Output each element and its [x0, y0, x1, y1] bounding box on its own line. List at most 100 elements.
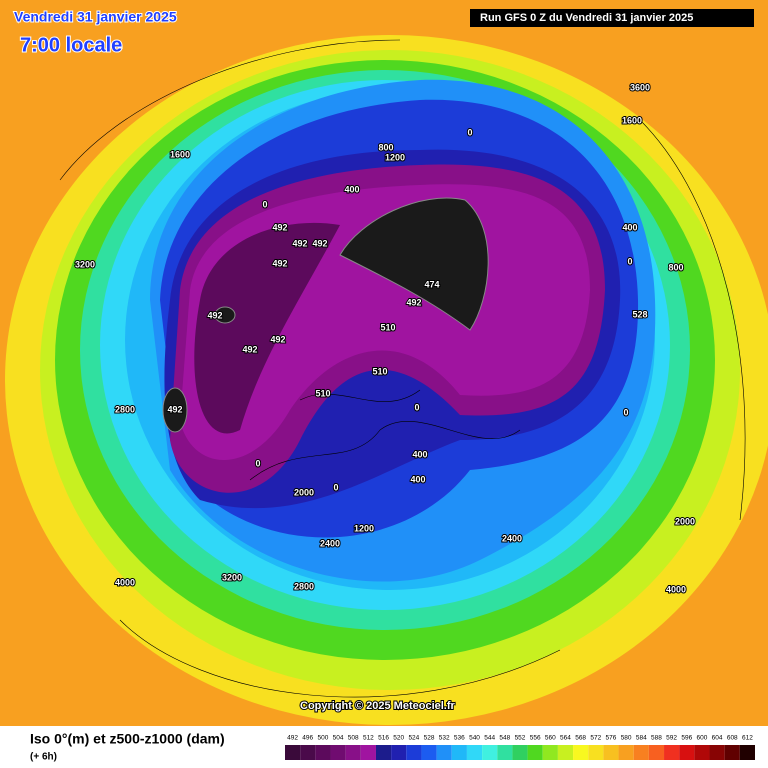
- color-swatch: [527, 745, 543, 760]
- color-swatch: [391, 745, 407, 760]
- contour-label: 1600: [170, 149, 190, 159]
- contour-label: 0: [627, 256, 632, 266]
- scale-label: 504: [333, 735, 344, 742]
- contour-label: 0: [414, 402, 419, 412]
- scale-label: 588: [651, 735, 662, 742]
- color-swatch: [300, 745, 316, 760]
- color-swatch: [375, 745, 392, 760]
- scale-label: 576: [606, 735, 617, 742]
- scale-label: 592: [666, 735, 677, 742]
- contour-label: 510: [372, 366, 387, 376]
- color-swatch: [648, 745, 665, 760]
- color-swatch: [285, 745, 301, 760]
- contour-label: 510: [380, 322, 395, 332]
- scale-label: 556: [530, 735, 541, 742]
- contour-label: 492: [242, 344, 257, 354]
- color-swatch: [345, 745, 361, 760]
- scale-label: 496: [302, 735, 313, 742]
- scale-label: 532: [439, 735, 450, 742]
- contour-label: 0: [467, 127, 472, 137]
- contour-label: 0: [255, 458, 260, 468]
- contour-label: 0: [333, 482, 338, 492]
- contour-label: 2000: [294, 487, 314, 497]
- color-swatch: [709, 745, 725, 760]
- scale-label: 572: [590, 735, 601, 742]
- contour-label: 1200: [385, 152, 405, 162]
- field: [5, 35, 768, 725]
- scale-label: 584: [636, 735, 647, 742]
- contour-label: 492: [312, 238, 327, 248]
- scale-label: 568: [575, 735, 586, 742]
- color-swatch: [618, 745, 634, 760]
- scale-label: 596: [681, 735, 692, 742]
- color-swatch: [497, 745, 513, 760]
- scale-label: 544: [484, 735, 495, 742]
- contour-label: 492: [270, 334, 285, 344]
- color-swatch: [679, 745, 695, 760]
- contour-label: 0: [623, 407, 628, 417]
- contour-label: 3200: [222, 572, 242, 582]
- scale-label: 516: [378, 735, 389, 742]
- scale-label: 524: [408, 735, 419, 742]
- contour-label: 528: [632, 309, 647, 319]
- color-swatch: [330, 745, 346, 760]
- contour-label: 492: [207, 310, 222, 320]
- scale-label: 520: [393, 735, 404, 742]
- color-swatch: [603, 745, 619, 760]
- contour-label: 492: [292, 238, 307, 248]
- scale-label: 580: [621, 735, 632, 742]
- contour-label: 400: [410, 474, 425, 484]
- contour-label: 1600: [622, 115, 642, 125]
- scale-label: 508: [348, 735, 359, 742]
- contour-label: 800: [668, 262, 683, 272]
- legend-title: Iso 0°(m) et z500-z1000 (dam): [30, 731, 225, 747]
- scale-label: 552: [515, 735, 526, 742]
- run-label: Run GFS 0 Z du Vendredi 31 janvier 2025: [480, 12, 693, 24]
- run-box: [470, 9, 754, 27]
- contour-label: 4000: [666, 584, 686, 594]
- color-scale: 492 496 500 504 508 512 516 520 524 528 532 536 540 5…: [285, 735, 755, 760]
- contour-label: 2800: [294, 581, 314, 591]
- scale-label: 600: [697, 735, 708, 742]
- scale-label: 608: [727, 735, 738, 742]
- contour-label: 492: [272, 258, 287, 268]
- scale-label: 500: [317, 735, 328, 742]
- scale-label: 548: [499, 735, 510, 742]
- contour-label: 800: [378, 142, 393, 152]
- scale-label: 540: [469, 735, 480, 742]
- color-swatch: [360, 745, 376, 760]
- contour-label: 4000: [115, 577, 135, 587]
- contour-label: 510: [315, 388, 330, 398]
- date-title: Vendredi 31 janvier 2025: [14, 9, 177, 25]
- scale-label: 512: [363, 735, 374, 742]
- scale-label: 492: [287, 735, 298, 742]
- scale-label: 604: [712, 735, 723, 742]
- color-swatch: [542, 745, 558, 760]
- contour-label: 492: [406, 297, 421, 307]
- contour-label: 1200: [354, 523, 374, 533]
- color-swatch: [557, 745, 574, 760]
- color-swatch: [633, 745, 649, 760]
- color-swatch: [315, 745, 331, 760]
- color-swatch: [406, 745, 422, 760]
- color-swatch: [512, 745, 528, 760]
- color-swatch: [466, 745, 483, 760]
- scale-label: 536: [454, 735, 465, 742]
- contour-label: 492: [167, 404, 182, 414]
- contour-label: 2800: [115, 404, 135, 414]
- time-label: 7:00 locale: [20, 34, 122, 56]
- copyright: Copyright © 2025 Meteociel.fr: [300, 700, 456, 712]
- scale-label: 612: [742, 735, 753, 742]
- contour-label: 0: [262, 199, 267, 209]
- color-swatch: [739, 745, 755, 760]
- legend-subtitle: (+ 6h): [30, 752, 57, 763]
- scale-label: 528: [424, 735, 435, 742]
- color-swatch: [664, 745, 680, 760]
- color-swatch: [421, 745, 437, 760]
- color-swatch: [436, 745, 452, 760]
- color-swatch: [451, 745, 467, 760]
- contour-label: 3200: [75, 259, 95, 269]
